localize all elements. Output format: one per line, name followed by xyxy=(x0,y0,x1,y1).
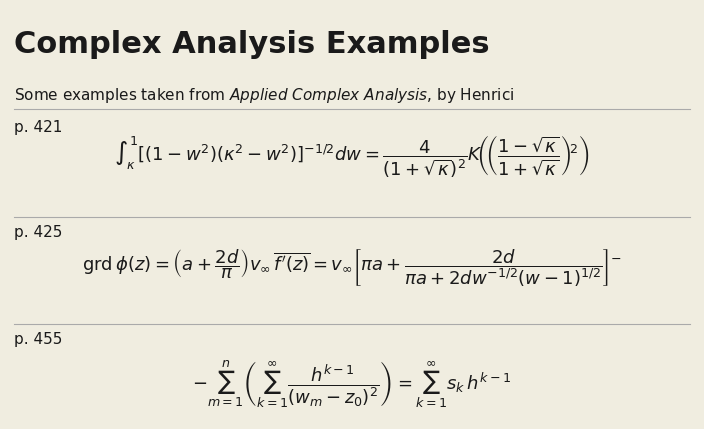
Text: $-\sum_{m=1}^{n}\left(\sum_{k=1}^{\infty}\dfrac{h^{k-1}}{(w_m - z_0)^2}\right) =: $-\sum_{m=1}^{n}\left(\sum_{k=1}^{\infty… xyxy=(192,358,512,410)
Text: p. 455: p. 455 xyxy=(14,332,63,347)
Text: $\mathrm{grd}\,\phi(z) = \left(a+\dfrac{2d}{\pi}\right)v_{\infty}\,\overline{f'(: $\mathrm{grd}\,\phi(z) = \left(a+\dfrac{… xyxy=(82,247,622,289)
Text: Complex Analysis Examples: Complex Analysis Examples xyxy=(14,30,490,59)
Text: $\int_{\kappa}^{1} \left[(1-w^2)(\kappa^2-w^2)\right]^{-1/2} dw = \dfrac{4}{\lef: $\int_{\kappa}^{1} \left[(1-w^2)(\kappa^… xyxy=(114,133,590,180)
Text: p. 425: p. 425 xyxy=(14,225,63,240)
Text: Some examples taken from $\it{Applied\ Complex\ Analysis}$, by Henrici: Some examples taken from $\it{Applied\ C… xyxy=(14,86,515,105)
Text: p. 421: p. 421 xyxy=(14,120,63,135)
